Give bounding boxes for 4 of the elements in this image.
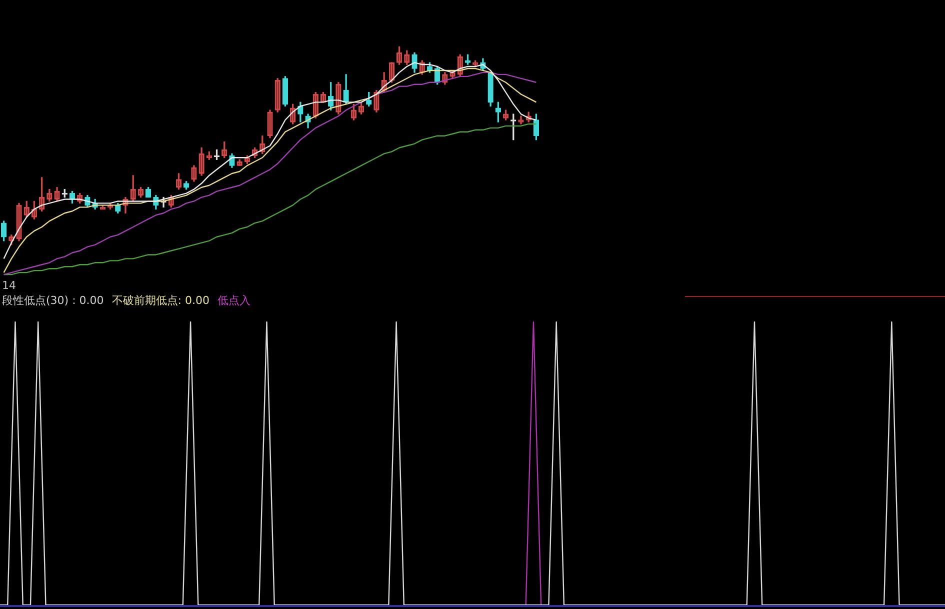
text: 低点入 <box>217 293 250 308</box>
text: 14 <box>2 279 16 292</box>
text: 段性低点(30) : 0.00 <box>2 293 104 308</box>
text: 不破前期低点: 0.00 <box>112 293 210 308</box>
